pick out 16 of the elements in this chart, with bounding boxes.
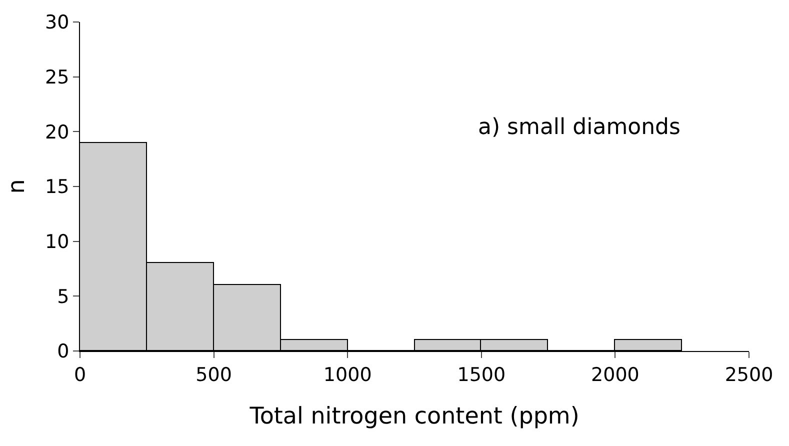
y-tick-label: 30 [45, 12, 70, 34]
y-axis-title: n [4, 179, 30, 194]
y-tick-label: 25 [45, 66, 70, 88]
annotation: a) small diamonds [478, 115, 680, 140]
x-tick-label: 1000 [323, 364, 372, 386]
x-tick-label: 2000 [591, 364, 640, 386]
y-tick-label: 5 [57, 286, 70, 308]
y-tick-label: 20 [45, 121, 70, 144]
y-tick-label: 15 [45, 176, 70, 198]
x-tick-label: 1500 [457, 364, 506, 386]
x-tick-label: 500 [196, 364, 232, 386]
x-tick-label: 2500 [724, 364, 774, 386]
x-tick-label: 0 [74, 364, 86, 386]
y-tick-label: 10 [45, 230, 70, 253]
y-tick-label: 0 [57, 340, 70, 363]
x-axis-title: Total nitrogen content (ppm) [248, 403, 580, 430]
